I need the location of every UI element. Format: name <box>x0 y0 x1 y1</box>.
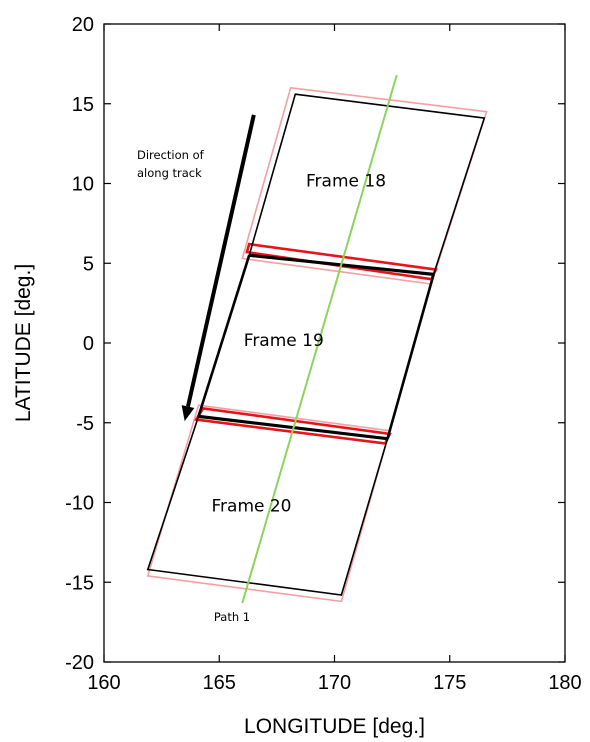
plot-frame <box>103 23 566 663</box>
annotations: LONGITUDE [deg.] LATITUDE [deg.] Directi… <box>12 148 425 738</box>
y-tick-label: 5 <box>83 253 94 275</box>
path-1-line <box>241 74 398 604</box>
y-tick-label: -20 <box>65 652 94 674</box>
data-marks <box>146 74 488 604</box>
direction-label-line2: along track <box>137 166 202 180</box>
x-tick-label: 180 <box>548 672 581 694</box>
x-tick-label: 175 <box>433 672 466 694</box>
axes <box>103 23 566 663</box>
y-tick-label: 20 <box>72 14 94 36</box>
y-tick-label: 10 <box>72 174 94 196</box>
frame-19-label: Frame 19 <box>244 331 324 351</box>
direction-arrow-head <box>181 405 195 422</box>
x-tick-label: 170 <box>318 672 351 694</box>
x-tick-label: 160 <box>87 672 120 694</box>
ticks: 160 165 170 175 180 20 15 10 5 0 -5 -10 -15 -20 <box>65 14 582 694</box>
y-axis-title: LATITUDE [deg.] <box>12 264 35 422</box>
frame-20-label: Frame 20 <box>212 497 292 517</box>
frame-19-left-edge <box>197 254 251 417</box>
y-tick-label: -5 <box>76 413 94 435</box>
direction-label-line1: Direction of <box>137 148 205 162</box>
x-axis-title: LONGITUDE [deg.] <box>244 715 425 738</box>
x-tick-label: 165 <box>203 672 236 694</box>
direction-arrow-shaft <box>186 114 256 407</box>
frame-19-right-edge <box>386 274 435 440</box>
y-tick-label: 0 <box>83 333 94 355</box>
frame-18-label: Frame 18 <box>306 171 386 191</box>
path-1-label: Path 1 <box>214 610 250 624</box>
y-tick-label: 15 <box>72 94 94 116</box>
y-tick-label: -10 <box>65 493 94 515</box>
y-tick-label: -15 <box>65 572 94 594</box>
